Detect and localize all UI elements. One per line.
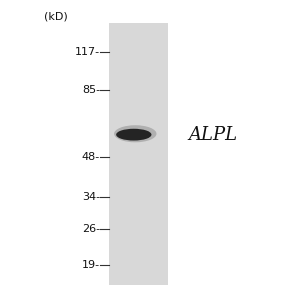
Text: 85-: 85- [82, 85, 100, 95]
Ellipse shape [116, 129, 152, 140]
FancyBboxPatch shape [109, 23, 168, 285]
Text: 34-: 34- [82, 192, 100, 202]
Text: 26-: 26- [82, 224, 100, 234]
Ellipse shape [114, 125, 157, 142]
Text: 48-: 48- [82, 152, 100, 162]
Text: 117-: 117- [75, 47, 100, 58]
Text: (kD): (kD) [44, 12, 68, 22]
Text: 19-: 19- [82, 260, 100, 270]
Text: ALPL: ALPL [188, 126, 237, 144]
